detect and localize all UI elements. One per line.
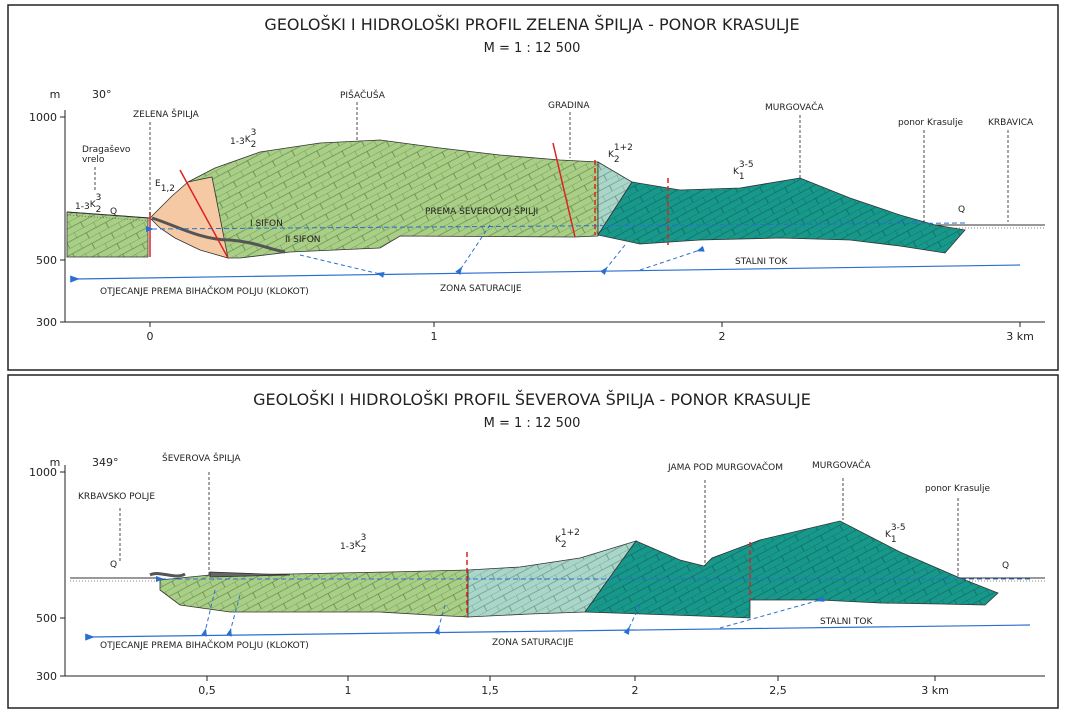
- formation-symbol: Q: [110, 560, 117, 570]
- rock-unit: [598, 178, 965, 253]
- note-label: STALNI TOK: [735, 257, 789, 267]
- formation-prefix: 1-3: [340, 542, 355, 552]
- axis-unit: m: [50, 88, 61, 101]
- formation-sub: 2: [561, 540, 567, 550]
- formation-sub: 1: [891, 535, 897, 545]
- x-tick-label: 1,5: [481, 684, 499, 697]
- flow-arrow: [640, 250, 700, 270]
- x-tick-label: 0: [147, 330, 154, 343]
- y-tick-label: 1000: [29, 111, 57, 124]
- formation-prefix: 1-3: [230, 137, 245, 147]
- formation-sup: 3-5: [891, 523, 906, 533]
- formation-sub: 1: [739, 172, 745, 182]
- note-label: I SIFON: [250, 219, 283, 229]
- azimuth: 30°: [92, 88, 112, 101]
- formation-symbol: Q: [1002, 561, 1009, 571]
- y-tick-label: 300: [36, 316, 57, 329]
- formation-symbol: Q: [958, 205, 965, 215]
- panel-title: GEOLOŠKI I HIDROLOŠKI PROFIL ŠEVEROVA ŠP…: [253, 390, 811, 409]
- place-label: MURGOVAČA: [812, 459, 871, 471]
- azimuth: 349°: [92, 456, 119, 469]
- place-label: ponor Krasulje: [925, 484, 991, 494]
- water-table: [75, 265, 1020, 279]
- y-tick-label: 300: [36, 670, 57, 683]
- formation-sub: 2: [614, 155, 620, 165]
- flow-arrow: [300, 255, 380, 274]
- place-label: KRBAVSKO POLJE: [78, 492, 155, 502]
- formation-sub: 2: [96, 205, 102, 215]
- x-tick-label: 3 km: [921, 684, 949, 697]
- rock-unit: [160, 570, 468, 617]
- x-tick-label: 2: [719, 330, 726, 343]
- y-tick-label: 500: [36, 254, 57, 267]
- formation-sup: 3-5: [739, 160, 754, 170]
- flow-arrow: [605, 245, 625, 270]
- x-tick-label: 2: [632, 684, 639, 697]
- place-label: KRBAVICA: [988, 118, 1034, 128]
- place-label: ŠEVEROVA ŠPILJA: [162, 452, 241, 464]
- formation-sub: 2: [251, 140, 257, 150]
- formation-sub: 1,2: [161, 184, 175, 194]
- place-label: MURGOVAČA: [765, 101, 824, 113]
- formation-sup: 3: [251, 128, 257, 138]
- formation-sup: 3: [96, 193, 102, 203]
- place-label: JAMA POD MURGOVAČOM: [667, 461, 783, 473]
- formation-symbol: Q: [110, 207, 117, 217]
- note-label: OTJECANJE PREMA BIHAČKOM POLJU (KLOKOT): [100, 639, 309, 651]
- y-tick-label: 1000: [29, 466, 57, 479]
- scale-label: M = 1 : 12 500: [484, 41, 581, 56]
- note-label: PREMA ŠEVEROVOJ ŠPILJI: [425, 205, 538, 217]
- formation-sup: 1+2: [561, 528, 580, 538]
- rock-unit: [67, 212, 148, 257]
- formation-prefix: 1-3: [75, 202, 90, 212]
- water-table: [90, 625, 1030, 637]
- place-label: GRADINA: [548, 101, 590, 111]
- note-label: II SIFON: [285, 235, 321, 245]
- y-tick-label: 500: [36, 612, 57, 625]
- x-tick-label: 2,5: [769, 684, 787, 697]
- formation-sub: 2: [361, 545, 367, 555]
- note-label: ZONA SATURACIJE: [440, 284, 522, 294]
- note-label: ZONA SATURACIJE: [492, 638, 574, 648]
- cave-passage: [150, 574, 185, 576]
- formation-sup: 1+2: [614, 143, 633, 153]
- note-label: OTJECANJE PREMA BIHAČKOM POLJU (KLOKOT): [100, 285, 309, 297]
- x-tick-label: 0,5: [198, 684, 216, 697]
- place-label: ponor Krasulje: [898, 118, 964, 128]
- formation-sup: 3: [361, 533, 367, 543]
- place-label: ZELENA ŠPILJA: [133, 108, 200, 120]
- note-label: STALNI TOK: [820, 617, 874, 627]
- profile-page: GEOLOŠKI I HIDROLOŠKI PROFIL ZELENA ŠPIL…: [0, 0, 1065, 713]
- place-label: PIŠAČUŠA: [340, 89, 386, 101]
- panel-title: GEOLOŠKI I HIDROLOŠKI PROFIL ZELENA ŠPIL…: [264, 15, 799, 34]
- x-tick-label: 1: [431, 330, 438, 343]
- rock-unit: [188, 140, 598, 258]
- x-tick-label: 1: [345, 684, 352, 697]
- scale-label: M = 1 : 12 500: [484, 416, 581, 431]
- x-tick-label: 3 km: [1006, 330, 1034, 343]
- rock-unit: [585, 521, 998, 618]
- place-label: vrelo: [82, 155, 105, 165]
- place-label: Dragaševo: [82, 144, 131, 155]
